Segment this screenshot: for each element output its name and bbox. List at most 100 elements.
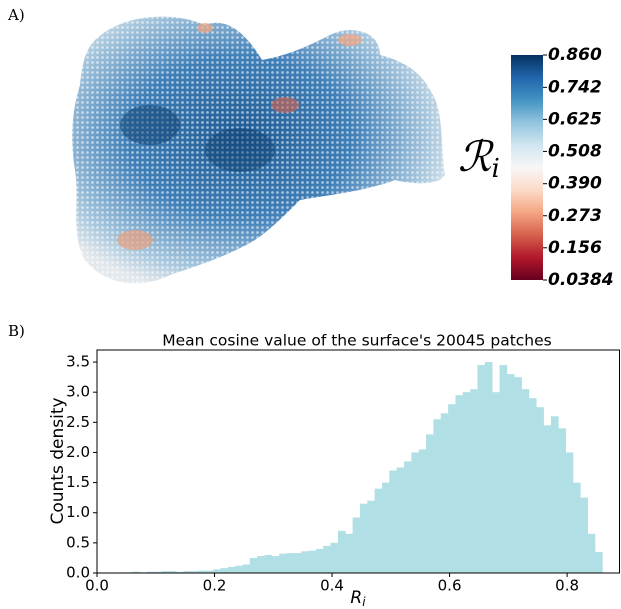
bar xyxy=(477,365,486,573)
bar xyxy=(506,374,515,573)
panel-label: A) xyxy=(7,6,25,24)
bar xyxy=(484,362,493,573)
axes-frame xyxy=(96,349,620,574)
bar xyxy=(572,482,581,573)
x-tick-label: 0.6 xyxy=(438,577,462,595)
bar xyxy=(198,570,207,573)
bar xyxy=(389,470,397,573)
x-tick-label: 0.8 xyxy=(555,577,579,595)
bar xyxy=(308,550,317,573)
colorbar-tick-label: 0.625 xyxy=(548,109,602,129)
bar xyxy=(183,571,192,573)
bar xyxy=(154,571,162,573)
y-tick-label: 1.0 xyxy=(66,503,90,521)
bar xyxy=(411,452,420,573)
bar xyxy=(514,377,522,573)
plot-area: 0.0 0.5 1.0 1.5 2.0 2.5 3.0 3.5 0.0 0.2 0.4 0.6 0.8 xyxy=(66,349,620,595)
y-tick-label: 0.0 xyxy=(66,564,90,582)
bar xyxy=(374,488,383,573)
bar xyxy=(396,467,405,573)
bar xyxy=(448,404,456,573)
bar xyxy=(257,556,265,573)
x-axis-label: Ri xyxy=(350,588,366,609)
bar xyxy=(433,419,442,573)
bar xyxy=(595,551,603,573)
colorbar-tick-label: 0.860 xyxy=(548,45,602,65)
bar xyxy=(271,556,280,573)
bar xyxy=(455,395,464,573)
bar xyxy=(470,389,478,573)
y-tick-label: 0.5 xyxy=(66,533,90,551)
colorbar: 0.860 0.742 0.625 0.508 0.390 0.273 0.156 0.038… xyxy=(458,45,614,290)
bar xyxy=(330,542,339,573)
bar xyxy=(315,548,324,573)
colorbar-tick-label: 0.742 xyxy=(548,77,602,97)
y-tick-label: 3.0 xyxy=(66,383,90,401)
colorbar-tick-label: 0.0384 xyxy=(548,270,614,290)
bar xyxy=(404,461,412,573)
chart-title: Mean cosine value of the surface's 20045… xyxy=(162,332,551,350)
bar xyxy=(492,392,500,573)
bar xyxy=(242,564,251,573)
bar xyxy=(550,416,559,573)
bar xyxy=(323,545,331,573)
bar xyxy=(521,389,530,573)
colorbar-label-sub: i xyxy=(492,154,500,184)
y-tick-label: 2.0 xyxy=(66,443,90,461)
bar xyxy=(220,568,229,573)
colorbar-tick-label: 0.156 xyxy=(548,238,602,258)
y-axis-label: Counts density xyxy=(48,397,68,524)
bar xyxy=(286,553,295,573)
x-tick-label: 0.0 xyxy=(85,577,109,595)
bar xyxy=(462,392,471,573)
colorbar-label-main: ℛ xyxy=(458,132,494,181)
bar xyxy=(279,553,287,573)
bar xyxy=(440,413,449,573)
colorbar-tick-label: 0.273 xyxy=(548,206,602,226)
x-axis-label-sub: i xyxy=(362,595,366,609)
bar xyxy=(426,434,434,573)
bar xyxy=(536,407,544,573)
panel-label: B) xyxy=(8,322,25,340)
y-tick-label: 1.5 xyxy=(66,473,90,491)
bar xyxy=(382,482,390,573)
bar xyxy=(168,571,177,573)
colorbar-tick-label: 0.390 xyxy=(548,174,602,194)
bar xyxy=(499,365,508,573)
bar xyxy=(235,565,243,573)
y-tick-label: 3.5 xyxy=(66,353,90,371)
bar xyxy=(205,570,214,573)
x-axis-label-main: R xyxy=(350,588,362,608)
bar xyxy=(249,557,258,573)
bar xyxy=(161,571,170,573)
x-tick-label: 0.4 xyxy=(320,577,344,595)
bar xyxy=(367,500,375,573)
bar xyxy=(213,569,221,573)
bar xyxy=(132,571,140,573)
colorbar-fill xyxy=(511,55,543,280)
bar xyxy=(565,452,574,573)
colorbar-label: ℛi xyxy=(458,132,500,184)
colorbar-tick-label: 0.508 xyxy=(548,141,602,161)
bar xyxy=(293,553,302,573)
y-tick-label: 2.5 xyxy=(66,413,90,431)
bar xyxy=(345,533,353,573)
bar xyxy=(528,398,537,573)
bar xyxy=(418,449,427,573)
bar xyxy=(543,425,552,573)
bar xyxy=(580,497,588,573)
bar xyxy=(264,554,273,573)
bar xyxy=(146,571,155,573)
x-tick-label: 0.2 xyxy=(203,577,227,595)
bar xyxy=(227,566,236,573)
bar xyxy=(352,517,361,573)
bar xyxy=(191,571,199,573)
bar xyxy=(359,503,368,573)
bar xyxy=(558,428,566,573)
bar xyxy=(176,571,184,573)
protein-surface xyxy=(72,16,445,284)
bar xyxy=(301,551,309,573)
bar xyxy=(337,530,346,573)
bar xyxy=(587,533,596,573)
